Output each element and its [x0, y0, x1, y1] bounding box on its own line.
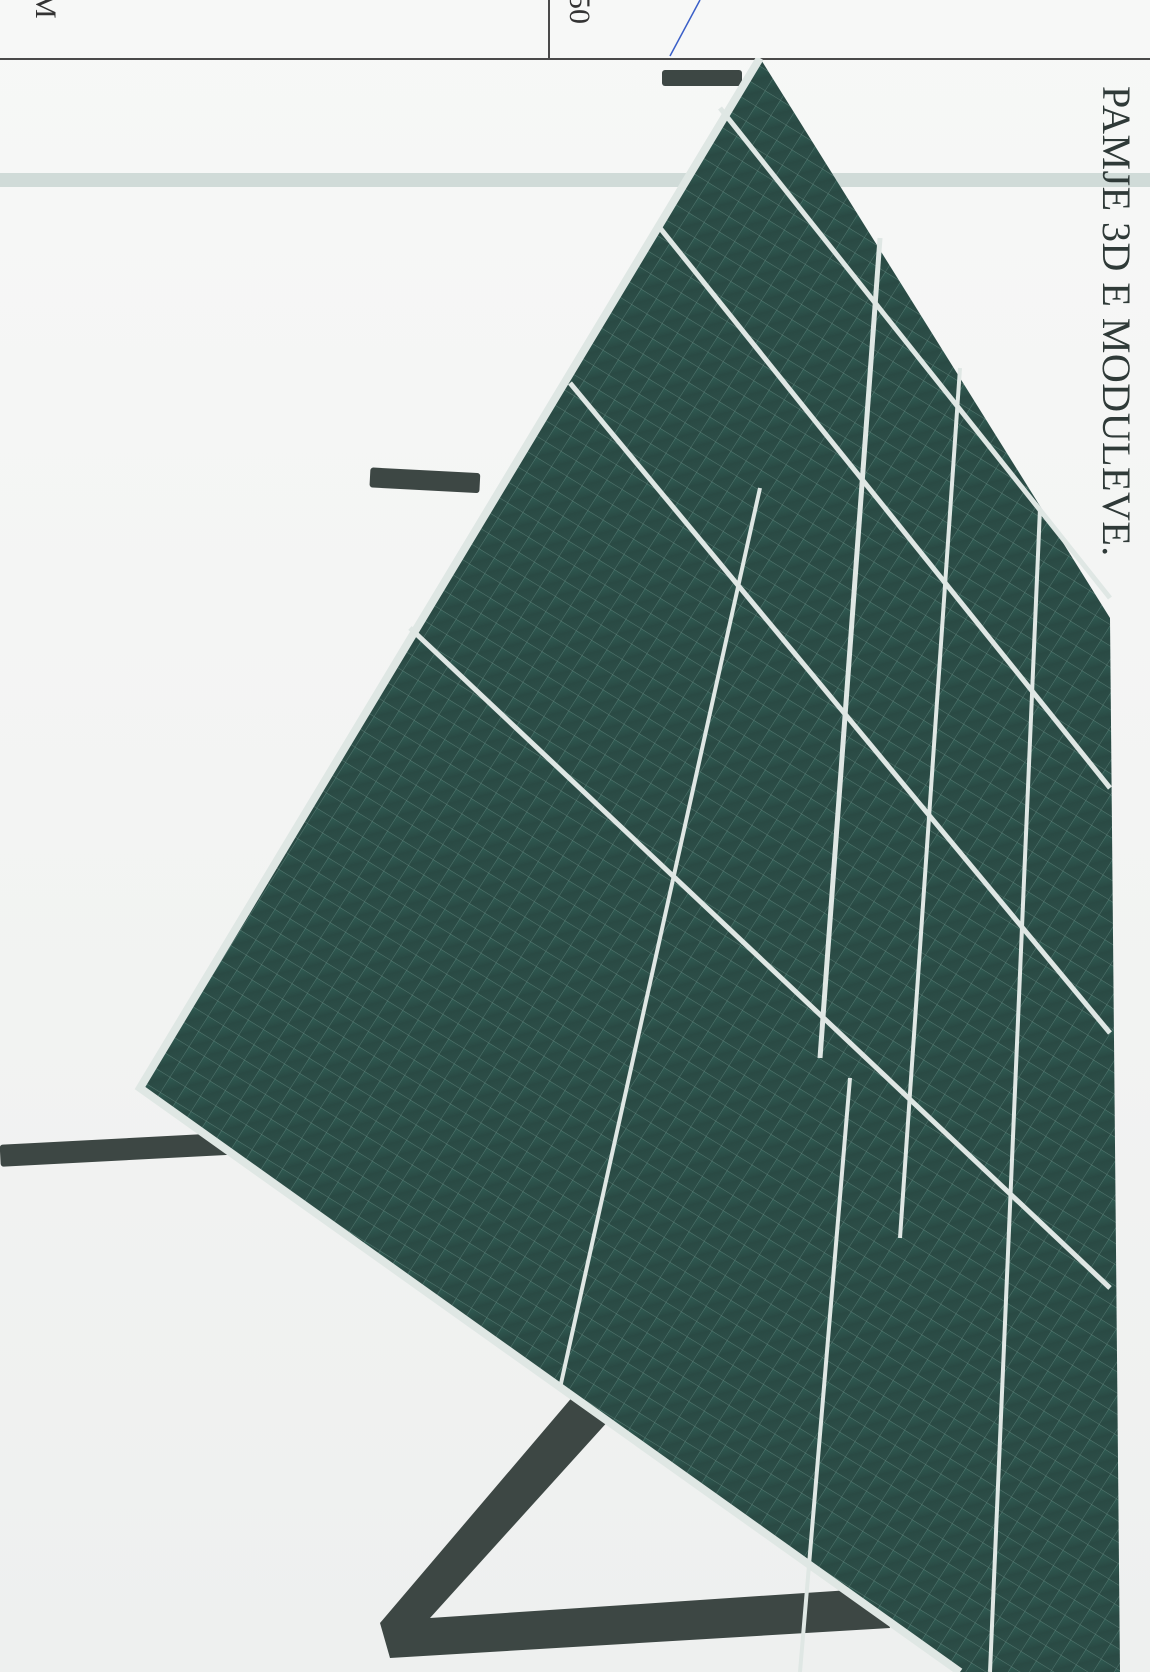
- support-arm-lower: [0, 1131, 261, 1167]
- annotation-line: [669, 0, 701, 57]
- solar-array-3d-view: [0, 58, 1150, 1672]
- support-arm-upper: [369, 467, 481, 493]
- panel-surface: [140, 58, 1120, 1672]
- title-block-strip: M 50: [0, 0, 1150, 60]
- view-caption: PAMJE 3D E MODULEVE.: [1094, 86, 1139, 557]
- support-frame-foot: [380, 1388, 890, 1658]
- panel-array: [134, 58, 1120, 1672]
- ground-band: [0, 173, 1150, 187]
- support-arm-top: [662, 70, 742, 86]
- title-block-divider: [548, 0, 550, 58]
- panel-rails: [408, 106, 1112, 1672]
- panel-frame-outline: [134, 58, 963, 1672]
- support-structure: [0, 70, 890, 1658]
